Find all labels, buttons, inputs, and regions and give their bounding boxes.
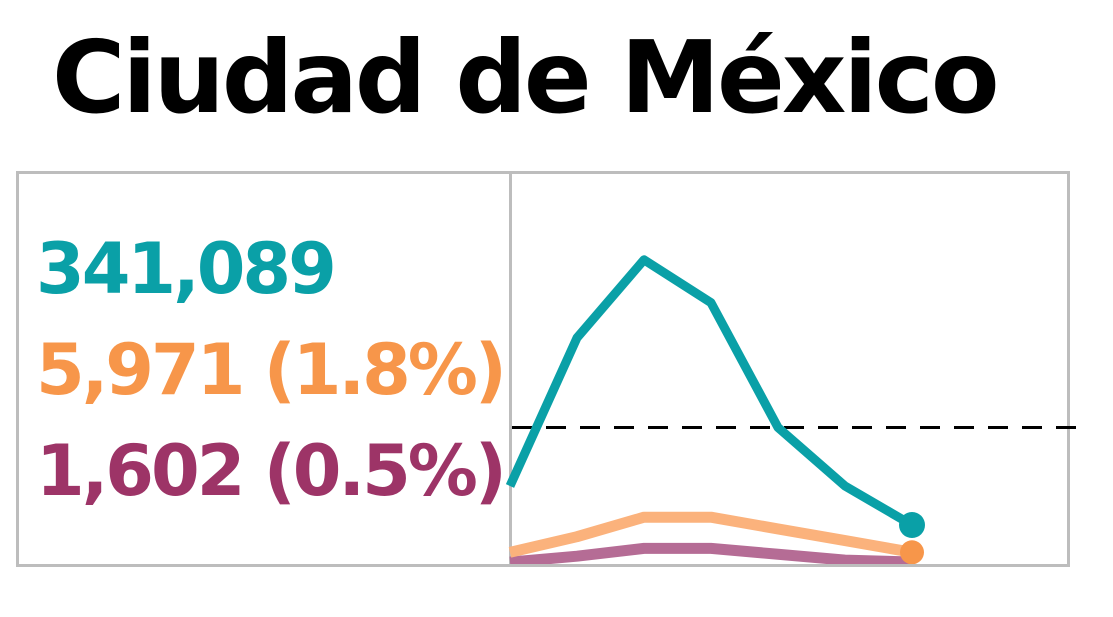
series-line-deaths xyxy=(509,542,913,564)
series-line-hospitalized xyxy=(508,511,913,558)
deaths-total: 1,602 (0.5%) xyxy=(36,430,507,512)
page-title: Ciudad de México xyxy=(52,19,1000,136)
series-line-cases xyxy=(505,255,915,529)
series-end-point-hospitalized xyxy=(900,540,924,564)
chart-frame xyxy=(16,171,1070,567)
series-end-point-cases xyxy=(899,512,925,538)
hospitalized-total: 5,971 (1.8%) xyxy=(36,329,507,411)
cases-total: 341,089 xyxy=(36,228,337,310)
panel-divider xyxy=(509,171,512,567)
